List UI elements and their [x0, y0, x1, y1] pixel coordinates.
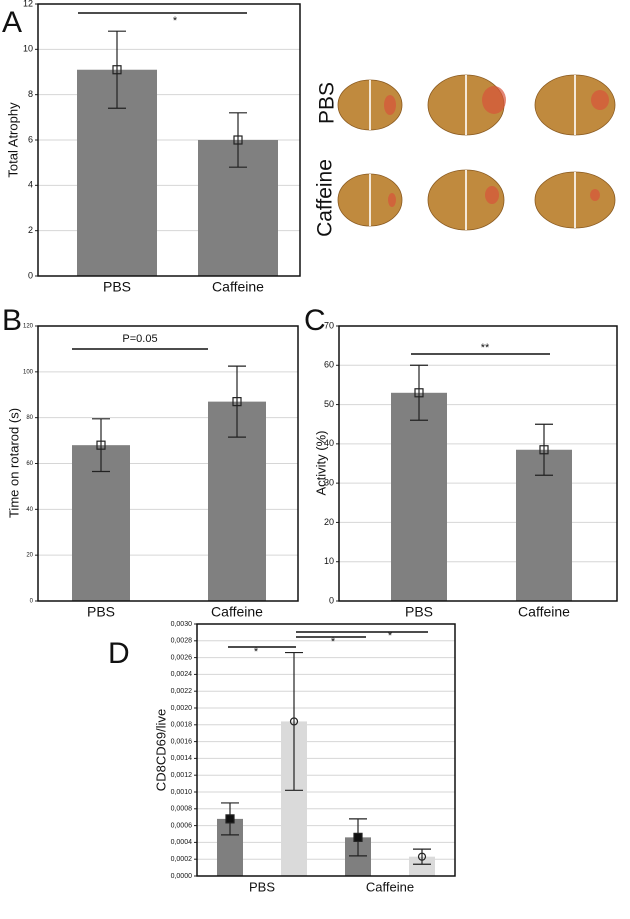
error-bar	[410, 364, 428, 421]
annotation: *	[254, 646, 259, 658]
x-tick-label: PBS	[87, 604, 115, 620]
panel-label: B	[2, 304, 22, 337]
plot-frame	[196, 623, 456, 877]
marker	[539, 445, 549, 455]
panel-label: C	[304, 304, 326, 337]
brain-images: PBS Caffeine	[314, 74, 616, 237]
y-tick-label: 40	[26, 507, 33, 513]
annotation: *	[388, 630, 393, 642]
marker	[414, 388, 424, 398]
x-tick-label: PBS	[405, 604, 433, 620]
bar	[409, 856, 435, 876]
x-tick-label: Caffeine	[212, 279, 264, 295]
marker	[112, 65, 122, 75]
y-tick-label: 80	[26, 415, 33, 421]
error-bar	[108, 30, 126, 109]
annotation: *	[173, 15, 178, 27]
error-bar	[413, 848, 431, 865]
x-tick-label: PBS	[249, 879, 275, 894]
annotation: P=0.05	[122, 333, 157, 345]
y-tick-label: 2	[28, 225, 33, 235]
y-tick-label: 0,0018	[171, 722, 193, 729]
y-axis-label: Time on rotarod (s)	[6, 408, 21, 518]
plot-frame	[338, 325, 618, 602]
y-tick-label: 12	[23, 0, 33, 8]
error-bar	[285, 651, 303, 791]
marker	[417, 852, 427, 861]
y-tick-label: 8	[28, 89, 33, 99]
y-tick-label: 40	[324, 438, 334, 448]
y-tick-label: 0	[329, 595, 334, 605]
marker	[232, 397, 242, 407]
plot-frame	[37, 3, 301, 277]
y-tick-label: 0,0004	[171, 839, 193, 846]
bar	[391, 392, 447, 601]
y-tick-label: 0,0022	[171, 688, 193, 695]
y-tick-label: 0,0010	[171, 789, 193, 796]
y-tick-label: 0	[28, 270, 33, 280]
y-tick-label: 20	[324, 517, 334, 527]
plot-frame	[37, 325, 299, 602]
y-tick-label: 0,0026	[171, 654, 193, 661]
y-tick-label: 70	[324, 320, 334, 330]
y-tick-label: 10	[23, 44, 33, 54]
x-tick-label: Caffeine	[366, 879, 414, 894]
y-tick-label: 0,0000	[171, 873, 193, 880]
y-tick-label: 10	[324, 556, 334, 566]
image-row-label: Caffeine	[314, 159, 337, 237]
y-tick-label: 0,0014	[171, 755, 193, 762]
image-row-label: PBS	[316, 82, 339, 124]
y-tick-label: 0,0030	[171, 621, 193, 628]
y-tick-label: 6	[28, 134, 33, 144]
error-bar	[228, 365, 246, 438]
y-tick-label: 100	[23, 369, 34, 375]
y-tick-label: 0,0002	[171, 856, 193, 863]
marker	[289, 717, 299, 726]
x-tick-label: Caffeine	[211, 604, 263, 620]
x-tick-label: PBS	[103, 279, 131, 295]
y-tick-label: 0,0012	[171, 772, 193, 779]
error-bar	[92, 418, 110, 473]
y-tick-label: 0,0020	[171, 705, 193, 712]
y-tick-label: 0,0006	[171, 822, 193, 829]
marker	[96, 440, 106, 450]
y-tick-label: 60	[26, 461, 33, 467]
y-tick-label: 20	[26, 553, 33, 559]
y-tick-label: 0,0028	[171, 638, 193, 645]
x-tick-label: Caffeine	[518, 604, 570, 620]
y-tick-label: 0,0016	[171, 738, 193, 745]
y-axis-label: Total Atrophy	[5, 102, 20, 178]
y-tick-label: 0,0008	[171, 806, 193, 813]
annotation: *	[331, 636, 336, 648]
y-axis-label: CD8CD69/live	[153, 709, 168, 791]
panel-label: A	[2, 6, 22, 39]
error-bar	[535, 423, 553, 476]
y-axis-label: Activity (%)	[313, 431, 328, 496]
y-tick-label: 0	[30, 599, 34, 605]
y-tick-label: 50	[324, 399, 334, 409]
panel-label: D	[108, 637, 130, 670]
y-tick-label: 120	[23, 324, 34, 330]
y-tick-label: 60	[324, 360, 334, 370]
y-tick-label: 4	[28, 180, 33, 190]
marker	[353, 832, 363, 842]
y-tick-label: 30	[324, 478, 334, 488]
annotation: **	[481, 342, 490, 354]
marker	[225, 814, 235, 824]
marker	[233, 135, 243, 145]
y-tick-label: 0,0024	[171, 671, 193, 678]
error-bar	[229, 112, 247, 168]
